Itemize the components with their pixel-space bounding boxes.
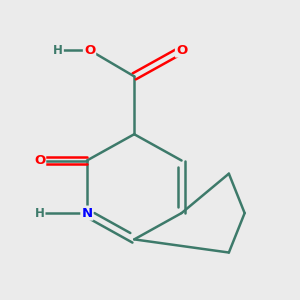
Text: O: O	[84, 44, 95, 57]
Text: H: H	[53, 44, 63, 57]
Text: H: H	[34, 207, 44, 220]
Text: O: O	[34, 154, 45, 167]
Text: N: N	[81, 207, 92, 220]
Text: O: O	[176, 44, 187, 57]
